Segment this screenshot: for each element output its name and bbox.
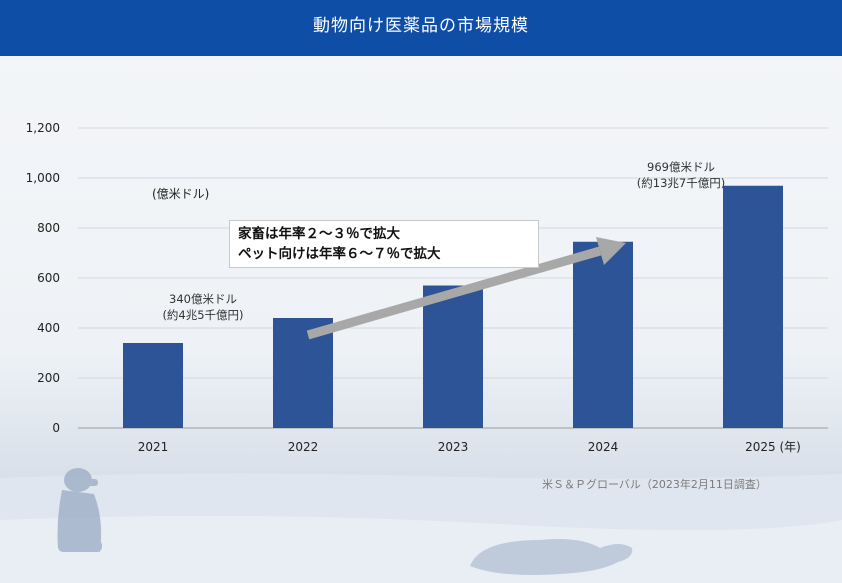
- bar-2023: [423, 285, 483, 428]
- x-tick-label: 2021: [138, 440, 169, 454]
- value-annotations: 340億米ドル (約4兆5千億円) 969億米ドル (約13兆7千億円): [162, 160, 725, 322]
- x-tick-label: 2024: [588, 440, 619, 454]
- y-tick-label: 800: [37, 221, 60, 235]
- bar-2022: [273, 318, 333, 428]
- lying-dog-image: [470, 539, 633, 575]
- bar-2024: [573, 241, 633, 428]
- y-tick-label: 0: [52, 421, 60, 435]
- y-tick-label: 600: [37, 271, 60, 285]
- bar-2025: [723, 185, 783, 428]
- annotation-yen: (約13兆7千億円): [637, 176, 725, 190]
- x-axis-labels: 2021 2022 2023 2024 2025 (年): [138, 440, 801, 454]
- y-tick-label: 1,200: [26, 121, 60, 135]
- growth-callout: 家畜は年率２～３％で拡大 ペット向けは年率６～７％で拡大: [229, 220, 539, 268]
- unit-label: (億米ドル): [152, 187, 209, 201]
- y-tick-label: 200: [37, 371, 60, 385]
- y-tick-label: 400: [37, 321, 60, 335]
- annotation-value: 340億米ドル: [169, 292, 237, 306]
- sitting-dog-image: [57, 468, 102, 552]
- x-tick-label: 2025 (年): [745, 440, 801, 454]
- annotation-yen: (約4兆5千億円): [162, 308, 243, 322]
- callout-line-1: 家畜は年率２～３％で拡大: [238, 226, 400, 242]
- x-tick-label: 2022: [288, 440, 319, 454]
- source-note: 米Ｓ＆Ｐグローバル（2023年2月11日調査）: [542, 478, 767, 491]
- x-tick-label: 2023: [438, 440, 469, 454]
- y-axis-ticks: 0 200 400 600 800 1,000 1,200: [26, 121, 60, 435]
- growth-arrow-shaft: [306, 246, 602, 340]
- header-bar: 動物向け医薬品の市場規模: [0, 0, 842, 56]
- callout-line-2: ペット向けは年率６～７％で拡大: [238, 246, 441, 262]
- growth-arrow: [306, 237, 626, 340]
- page-title: 動物向け医薬品の市場規模: [313, 16, 529, 36]
- bar-2021: [123, 343, 183, 428]
- annotation-value: 969億米ドル: [647, 160, 715, 174]
- y-tick-label: 1,000: [26, 171, 60, 185]
- bars: [123, 185, 783, 428]
- growth-arrow-head: [596, 237, 626, 265]
